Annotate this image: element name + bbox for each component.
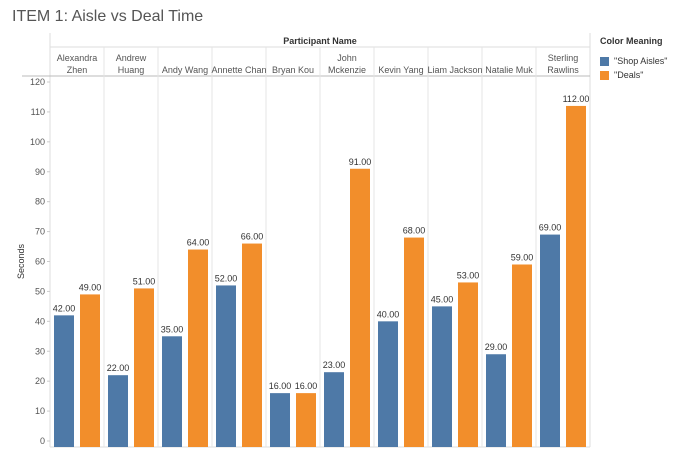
bar-shop-aisles[interactable] [162,336,182,447]
legend-item-shop-aisles[interactable]: "Shop Aisles" [600,56,680,66]
bar-shop-aisles[interactable] [216,285,236,447]
y-tick-label: 20 [35,376,45,386]
chart-frame [22,33,591,448]
data-label: 91.00 [349,157,372,167]
data-label: 53.00 [457,270,480,280]
legend-item-deals[interactable]: "Deals" [600,70,680,80]
data-label: 40.00 [377,309,400,319]
bar-deals[interactable] [296,393,316,447]
y-tick-label: 70 [35,227,45,237]
y-axis: Seconds 0 10 20 30 40 50 60 70 80 90 100 110 120 [16,77,50,446]
bar-deals[interactable] [80,294,100,447]
data-label: 51.00 [133,276,156,286]
bar-deals[interactable] [242,243,262,447]
category-label: Alexandra Zhen [57,53,98,75]
legend-label-deals: "Deals" [614,70,644,80]
legend-swatch-deals [600,70,609,80]
data-label: 29.00 [485,342,508,352]
bars [54,105,586,447]
data-label: 16.00 [295,381,318,391]
bar-shop-aisles[interactable] [378,321,398,447]
y-tick-label: 10 [35,406,45,416]
data-label: 68.00 [403,226,426,236]
bar-deals[interactable] [404,237,424,447]
data-label: 64.00 [187,238,210,248]
category-label: Bryan Kou [272,65,314,75]
chart-title: ITEM 1: Aisle vs Deal Time [12,8,204,25]
data-label: 52.00 [215,273,238,283]
legend-label-shop-aisles: "Shop Aisles" [614,56,668,66]
bar-shop-aisles[interactable] [486,354,506,447]
y-tick-label: 90 [35,167,45,177]
y-tick-label: 80 [35,197,45,207]
y-tick-label: 30 [35,346,45,356]
category-label: John Mckenzie [328,53,366,75]
legend-title: Color Meaning [600,36,663,46]
category-label: Andrew Huang [116,53,147,75]
data-label: 42.00 [53,303,76,313]
bar-deals[interactable] [566,105,586,447]
data-label: 23.00 [323,360,346,370]
category-label: Annette Chan [211,65,266,75]
bar-shop-aisles[interactable] [540,234,560,447]
data-label: 45.00 [431,294,454,304]
column-header-title: Participant Name [283,36,357,46]
bar-deals[interactable] [188,249,208,447]
data-label: 112.00 [563,94,590,104]
y-tick-label: 50 [35,286,45,296]
data-label: 59.00 [511,252,534,262]
data-label: 22.00 [107,363,130,373]
data-label: 35.00 [161,324,184,334]
data-label: 69.00 [539,223,562,233]
y-tick-label: 120 [30,77,45,87]
y-tick-label: 40 [35,316,45,326]
legend-swatch-shop-aisles [600,56,609,66]
bar-shop-aisles[interactable] [270,393,290,447]
category-label: Liam Jackson [427,65,482,75]
category-label: Kevin Yang [378,65,423,75]
category-label: Sterling Rawlins [547,53,579,75]
column-header: Participant Name Alexandra Zhen Andrew Huang… [57,36,580,75]
y-tick-label: 60 [35,257,45,267]
legend: Color Meaning "Shop Aisles" "Deals" [600,36,680,84]
bar-deals[interactable] [350,168,370,447]
y-axis-title: Seconds [16,243,26,279]
bar-shop-aisles[interactable] [324,372,344,447]
data-label: 49.00 [79,282,102,292]
bar-shop-aisles[interactable] [54,315,74,447]
category-label: Andy Wang [162,65,208,75]
bar-shop-aisles[interactable] [432,306,452,447]
bar-deals[interactable] [512,264,532,447]
bar-deals[interactable] [458,282,478,447]
category-label: Natalie Muk [485,65,533,75]
data-label: 66.00 [241,232,264,242]
data-labels: 42.00 49.00 22.00 51.00 35.00 64.00 52.00 66.00… [53,94,590,391]
bar-deals[interactable] [134,288,154,447]
y-tick-label: 0 [40,436,45,446]
y-tick-label: 100 [30,137,45,147]
data-label: 16.00 [269,381,292,391]
bar-shop-aisles[interactable] [108,375,128,447]
y-tick-label: 110 [31,107,45,117]
